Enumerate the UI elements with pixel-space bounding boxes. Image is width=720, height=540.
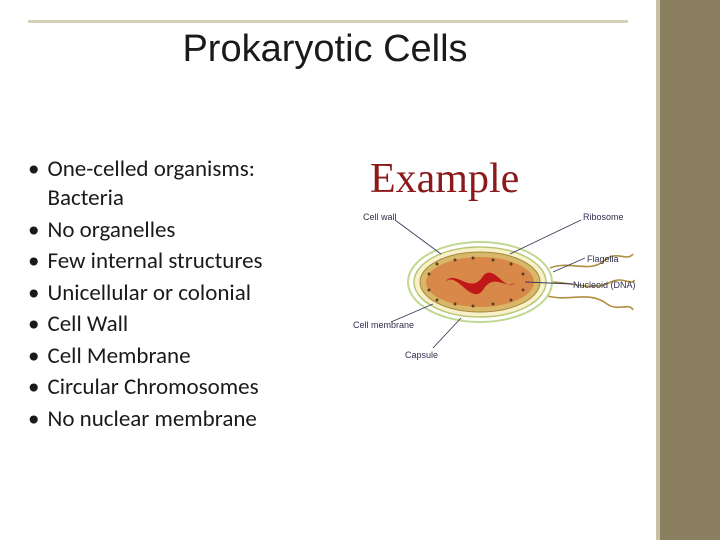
bullet-icon: • <box>28 310 39 339</box>
diagram-label: Flagella <box>587 254 619 264</box>
list-item: • No nuclear membrane <box>28 405 328 434</box>
bullet-text: Cell Wall <box>47 310 328 339</box>
bullet-text: Cell Membrane <box>47 342 328 371</box>
list-item: • Cell Wall <box>28 310 328 339</box>
list-item: • Circular Chromosomes <box>28 373 328 402</box>
bullet-icon: • <box>28 405 39 434</box>
bacterium-svg <box>345 210 635 370</box>
bullet-icon: • <box>28 373 39 402</box>
bullet-icon: • <box>28 216 39 245</box>
slide-title: Prokaryotic Cells <box>0 28 650 71</box>
bullet-text: No nuclear membrane <box>47 405 328 434</box>
diagram-label: Nucleoid (DNA) <box>573 280 636 290</box>
slide-sidebar-accent <box>656 0 660 540</box>
bullet-text: One-celled organisms: Bacteria <box>47 155 328 214</box>
list-item: • Unicellular or colonial <box>28 279 328 308</box>
list-item: • Cell Membrane <box>28 342 328 371</box>
slide-sidebar <box>660 0 720 540</box>
list-item: •One-celled organisms: Bacteria <box>28 155 328 214</box>
bullet-text: Circular Chromosomes <box>47 373 328 402</box>
diagram-label: Cell wall <box>363 212 397 222</box>
bullet-icon: • <box>28 247 39 276</box>
diagram-label: Ribosome <box>583 212 624 222</box>
diagram-label: Capsule <box>405 350 438 360</box>
bullet-icon: • <box>28 342 39 371</box>
list-item: • Few internal structures <box>28 247 328 276</box>
bullet-text: No organelles <box>47 216 328 245</box>
bacterium-diagram: Cell wall Ribosome Flagella Nucleoid (DN… <box>345 210 635 370</box>
diagram-label: Cell membrane <box>353 320 414 330</box>
title-underline <box>28 20 628 23</box>
bullet-list: •One-celled organisms: Bacteria •No orga… <box>28 155 328 436</box>
bullet-text: Unicellular or colonial <box>47 279 328 308</box>
bullet-icon: • <box>28 279 39 308</box>
bullet-text: Few internal structures <box>47 247 328 276</box>
bullet-icon: • <box>28 155 39 214</box>
list-item: • No organelles <box>28 216 328 245</box>
example-heading: Example <box>370 155 519 203</box>
